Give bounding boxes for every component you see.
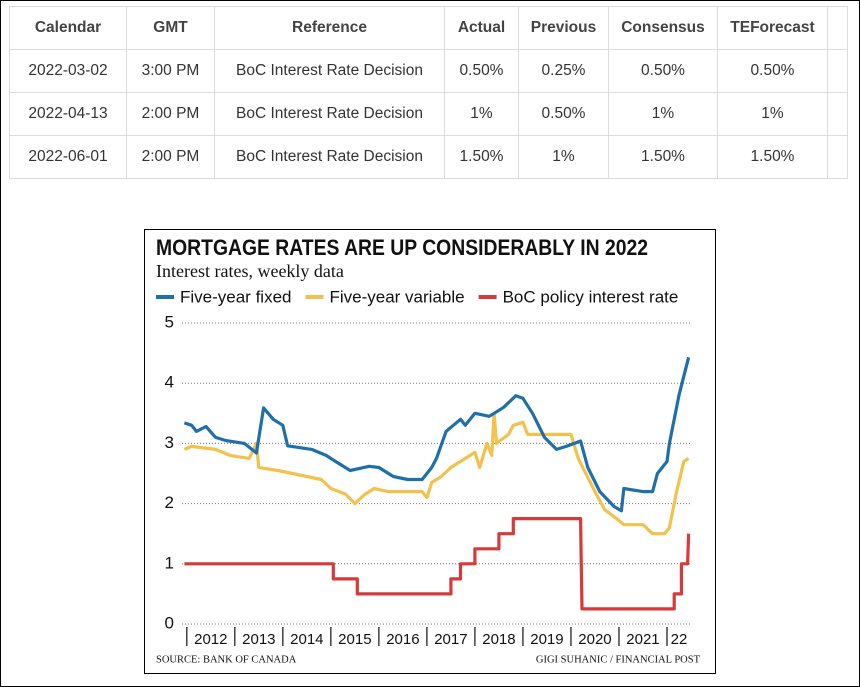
table-cell: 2022-06-01 bbox=[9, 135, 127, 179]
table-cell: 1% bbox=[518, 135, 609, 179]
table-cell: 0.50% bbox=[717, 49, 828, 93]
header-cell: GMT bbox=[126, 6, 215, 50]
empty-cell bbox=[827, 49, 848, 93]
empty-cell bbox=[827, 92, 848, 136]
table-row: 2022-04-13 2:00 PM BoC Interest Rate Decis… bbox=[9, 92, 848, 136]
y-tick-label: 0 bbox=[165, 613, 174, 632]
header-cell: TEForecast bbox=[717, 6, 828, 50]
table-row: 2022-06-01 2:00 PM BoC Interest Rate Decis… bbox=[9, 135, 848, 179]
header-cell: Previous bbox=[518, 6, 609, 50]
header-cell: Reference bbox=[214, 6, 445, 50]
empty-cell bbox=[827, 6, 848, 50]
table-cell: 1.50% bbox=[444, 135, 519, 179]
table-cell: 1.50% bbox=[608, 135, 718, 179]
x-tick-label: 22 bbox=[671, 631, 688, 648]
table-cell: 2022-04-13 bbox=[9, 92, 127, 136]
x-tick-label: 2018 bbox=[482, 631, 515, 648]
table-cell: BoC Interest Rate Decision bbox=[214, 49, 445, 93]
table-cell: 0.25% bbox=[518, 49, 609, 93]
legend-label: Five-year fixed bbox=[180, 287, 291, 306]
table-cell: 0.50% bbox=[444, 49, 519, 93]
table-cell: BoC Interest Rate Decision bbox=[214, 135, 445, 179]
header-cell: Calendar bbox=[9, 6, 127, 50]
series-line bbox=[183, 356, 691, 513]
y-tick-label: 5 bbox=[165, 312, 174, 331]
table-row: 2022-03-02 3:00 PM BoC Interest Rate Decis… bbox=[9, 49, 848, 93]
y-tick-label: 2 bbox=[165, 493, 174, 512]
legend-label: BoC policy interest rate bbox=[503, 287, 679, 306]
y-tick-label: 4 bbox=[165, 373, 174, 392]
empty-cell bbox=[827, 135, 848, 179]
table-body: 2022-03-02 3:00 PM BoC Interest Rate Decis… bbox=[9, 49, 848, 179]
x-tick-label: 2016 bbox=[386, 631, 419, 648]
table-cell: 3:00 PM bbox=[126, 49, 215, 93]
y-tick-label: 1 bbox=[165, 553, 174, 572]
series-line bbox=[183, 411, 690, 536]
table-cell: 1% bbox=[608, 92, 718, 136]
source: SOURCE: BANK OF CANADA bbox=[156, 654, 297, 665]
table-cell: 1% bbox=[444, 92, 519, 136]
x-tick-label: 2021 bbox=[626, 631, 659, 648]
table-cell: BoC Interest Rate Decision bbox=[214, 92, 445, 136]
table-cell: 1.50% bbox=[717, 135, 828, 179]
x-tick-label: 2019 bbox=[530, 631, 563, 648]
x-tick-label: 2020 bbox=[578, 631, 611, 648]
table-cell: 2022-03-02 bbox=[9, 49, 127, 93]
table-cell: 0.50% bbox=[518, 92, 609, 136]
chart: MORTGAGE RATES ARE UP CONSIDERABLY IN 20… bbox=[144, 229, 716, 674]
x-tick-label: 2017 bbox=[434, 631, 467, 648]
chart-title: MORTGAGE RATES ARE UP CONSIDERABLY IN 20… bbox=[156, 235, 648, 260]
calendar-table: Calendar GMT Reference Actual Previous Consen… bbox=[9, 6, 848, 179]
legend-label: Five-year variable bbox=[329, 287, 464, 306]
header-cell: Consensus bbox=[608, 6, 718, 50]
x-tick-label: 2015 bbox=[338, 631, 371, 648]
x-tick-label: 2012 bbox=[194, 631, 227, 648]
table-cell: 0.50% bbox=[608, 49, 718, 93]
x-tick-label: 2014 bbox=[290, 631, 323, 648]
table-cell: 2:00 PM bbox=[126, 135, 215, 179]
chart-subtitle: Interest rates, weekly data bbox=[156, 261, 344, 281]
chart-border bbox=[144, 229, 716, 674]
table-cell: 1% bbox=[717, 92, 828, 136]
table-cell: 2:00 PM bbox=[126, 92, 215, 136]
header-row: Calendar GMT Reference Actual Previous Consen… bbox=[9, 6, 848, 50]
x-tick-label: 2013 bbox=[242, 631, 275, 648]
header-cell: Actual bbox=[444, 6, 519, 50]
series-line bbox=[184, 517, 691, 611]
y-tick-label: 3 bbox=[165, 433, 174, 452]
credit: GIGI SUHANIC / FINANCIAL POST bbox=[536, 654, 701, 665]
